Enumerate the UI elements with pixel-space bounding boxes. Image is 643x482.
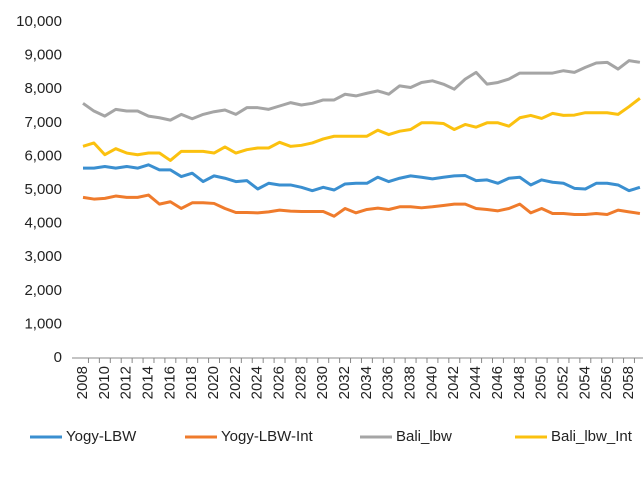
x-tick-label: 2028	[292, 366, 309, 399]
x-tick-label: 2034	[358, 366, 375, 399]
x-tick-label: 2042	[445, 366, 462, 399]
x-tick-label: 2050	[533, 366, 550, 399]
series-line	[82, 97, 641, 162]
y-tick-label: 6,000	[24, 147, 62, 164]
x-tick-label: 2026	[271, 366, 288, 399]
y-tick-label: 0	[54, 349, 62, 366]
x-tick-label: 2016	[161, 366, 178, 399]
x-tick-label: 2038	[402, 366, 419, 399]
series-line	[82, 193, 641, 218]
y-tick-label: 3,000	[24, 248, 62, 265]
x-tick-label: 2032	[336, 366, 353, 399]
x-tick-label: 2008	[74, 366, 91, 399]
x-tick-label: 2046	[489, 366, 506, 399]
y-tick-label: 2,000	[24, 282, 62, 299]
x-tick-label: 2044	[467, 366, 484, 399]
x-tick-label: 2036	[380, 366, 397, 399]
legend-label: Yogy-LBW-Int	[221, 428, 314, 445]
x-tick-label: 2012	[118, 366, 135, 399]
y-tick-label: 10,000	[16, 13, 62, 30]
x-tick-label: 2018	[183, 366, 200, 399]
x-tick-label: 2022	[227, 366, 244, 399]
x-tick-label: 2058	[620, 366, 637, 399]
y-tick-label: 1,000	[24, 315, 62, 332]
x-tick-label: 2048	[511, 366, 528, 399]
y-tick-label: 4,000	[24, 215, 62, 232]
x-tick-label: 2020	[205, 366, 222, 399]
series-line	[82, 59, 641, 122]
y-tick-label: 5,000	[24, 181, 62, 198]
x-tick-label: 2010	[96, 366, 113, 399]
x-tick-label: 2040	[423, 366, 440, 399]
x-tick-label: 2030	[314, 366, 331, 399]
legend-label: Bali_lbw_Int	[551, 428, 633, 445]
y-tick-label: 7,000	[24, 114, 62, 131]
series-line	[83, 163, 641, 193]
legend-label: Yogy-LBW	[66, 428, 137, 445]
y-tick-label: 9,000	[24, 47, 62, 64]
x-tick-label: 2052	[554, 366, 571, 399]
y-tick-label: 8,000	[24, 80, 62, 97]
x-tick-label: 2054	[576, 366, 593, 399]
x-tick-label: 2024	[249, 366, 266, 399]
x-tick-label: 2014	[139, 366, 156, 399]
x-tick-label: 2056	[598, 366, 615, 399]
legend-label: Bali_lbw	[396, 428, 452, 445]
